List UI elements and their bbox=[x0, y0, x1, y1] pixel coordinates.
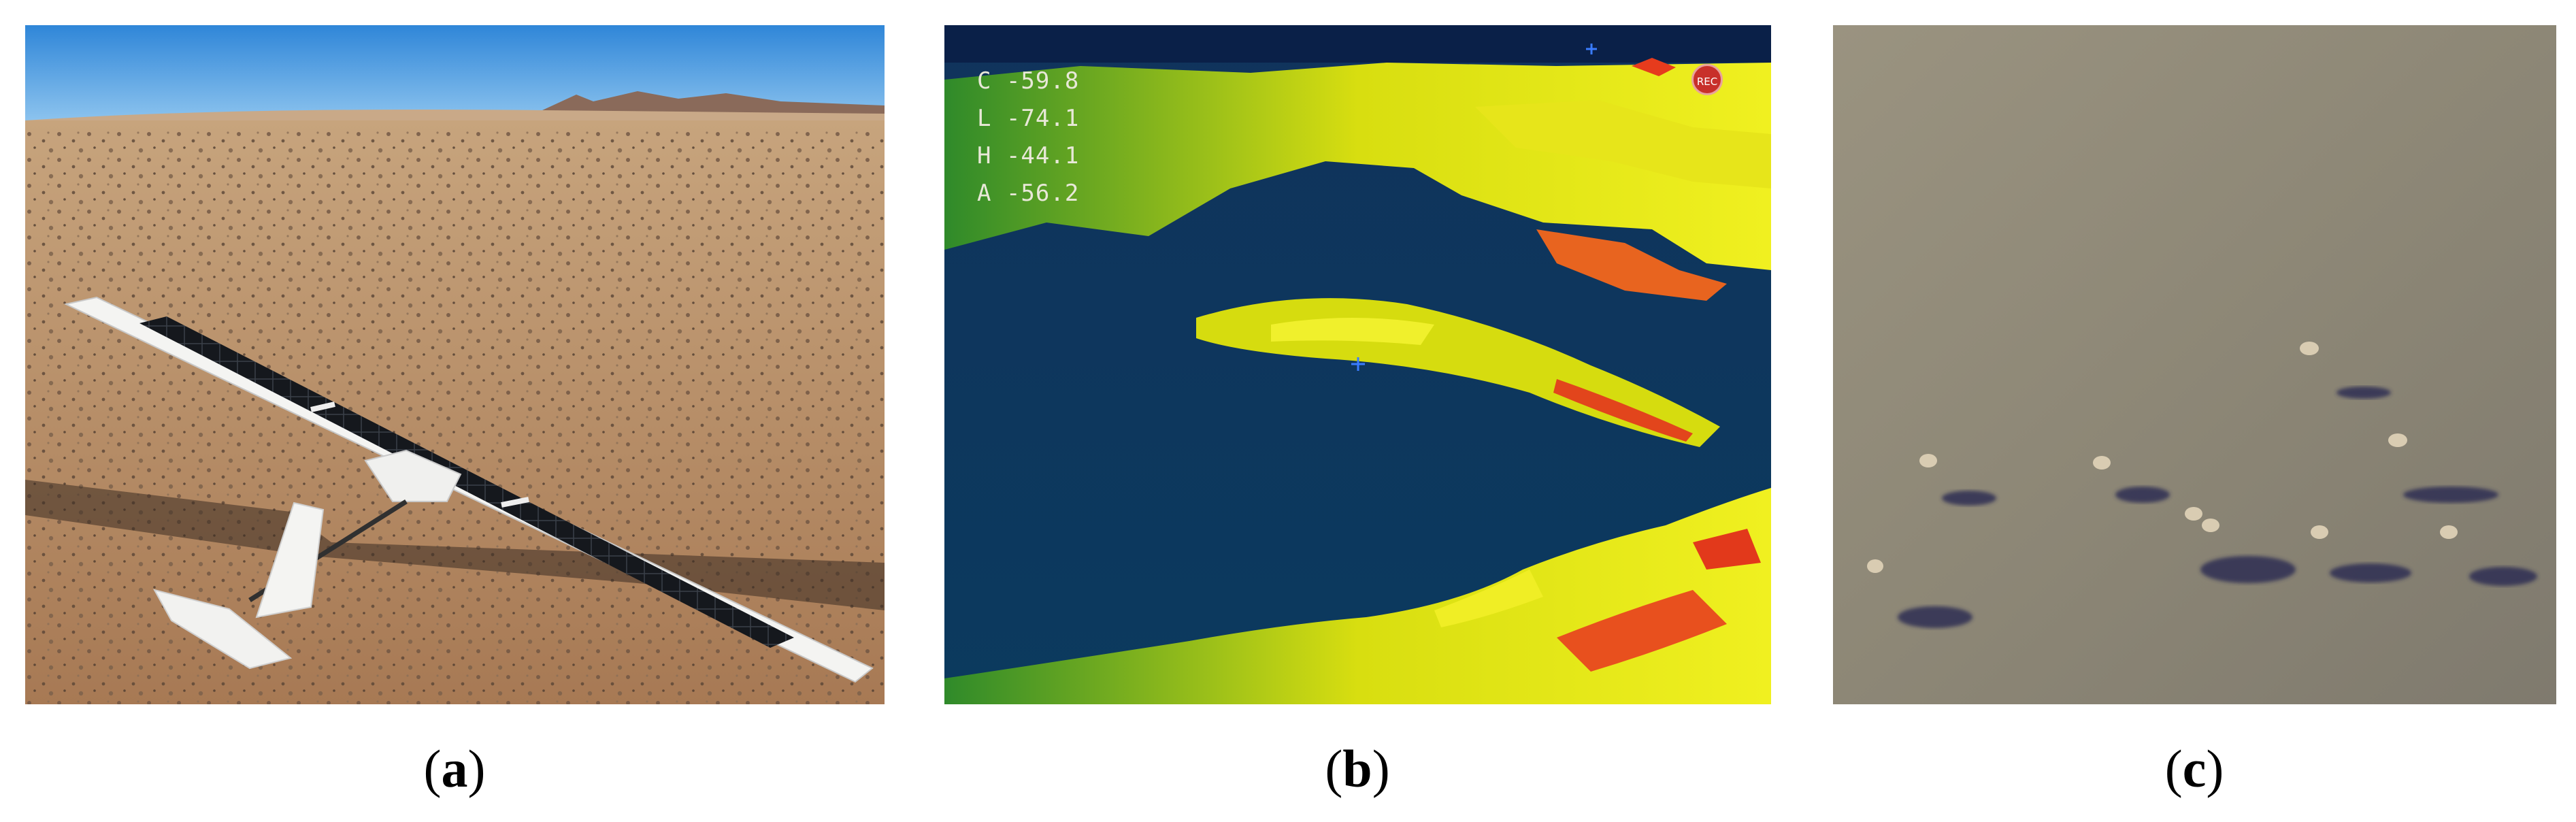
crosshair-icon bbox=[1586, 44, 1597, 54]
drone bbox=[63, 296, 874, 683]
caption-b: (b) bbox=[1325, 739, 1390, 798]
thermal-reading-center: C -59.8 bbox=[977, 67, 1080, 95]
crosshair-icon bbox=[1351, 357, 1365, 371]
photo-solar-drone bbox=[25, 25, 885, 704]
thermal-reading-average: A -56.2 bbox=[977, 180, 1080, 207]
aerial-animals-photo bbox=[1833, 25, 2556, 704]
thermal-reading-high: H -44.1 bbox=[977, 142, 1080, 169]
caption-c: (c) bbox=[2164, 739, 2224, 798]
caption-a: (a) bbox=[423, 739, 486, 798]
animal-group bbox=[1867, 342, 2537, 628]
thermal-aerial-image: C -59.8 L -74.1 H -44.1 A -56.2 REC bbox=[944, 25, 1771, 704]
thermal-reading-low: L -74.1 bbox=[977, 105, 1080, 132]
rec-indicator-icon: REC bbox=[1691, 64, 1723, 95]
